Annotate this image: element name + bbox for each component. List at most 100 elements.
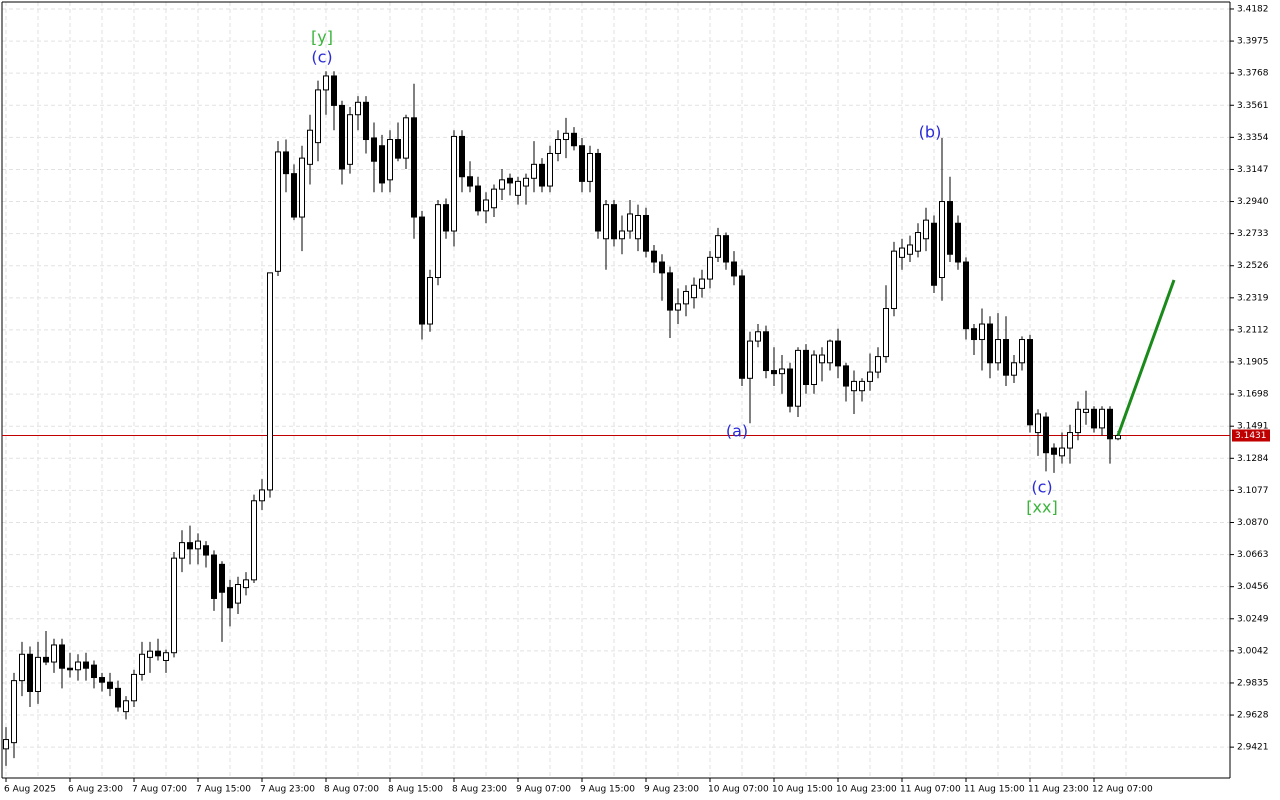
candle-body: [771, 370, 777, 375]
candle-body: [819, 354, 825, 364]
candle-body: [123, 700, 129, 713]
y-tick-label: 3.2733: [1237, 229, 1269, 239]
x-tick-label: 8 Aug 15:00: [388, 785, 443, 795]
candle-body: [987, 323, 993, 364]
candle-body: [1075, 408, 1081, 434]
candle-body: [515, 180, 521, 196]
candle-body: [19, 653, 25, 682]
candle-body: [1107, 408, 1113, 440]
candle-body: [659, 261, 665, 274]
candle-body: [963, 261, 969, 330]
y-tick-label: 3.1491: [1237, 422, 1269, 432]
candle-body: [75, 661, 81, 671]
candle-body: [611, 204, 617, 240]
candle-body: [35, 656, 41, 692]
y-tick-label: 3.0249: [1237, 614, 1269, 624]
y-tick-label: 3.0456: [1237, 582, 1269, 592]
x-tick-label: 7 Aug 23:00: [260, 785, 315, 795]
candle-body: [675, 303, 681, 311]
y-tick-label: 2.9628: [1237, 711, 1269, 721]
candle-body: [339, 104, 345, 170]
x-tick-label: 8 Aug 07:00: [324, 785, 379, 795]
candle-body: [315, 89, 321, 144]
candle-body: [43, 656, 49, 663]
candle-body: [1003, 339, 1009, 376]
candle-body: [379, 145, 385, 184]
candle-body: [827, 340, 833, 364]
candle-body: [867, 371, 873, 382]
candle-body: [899, 247, 905, 258]
y-tick-label: 3.2940: [1237, 197, 1269, 207]
candle-body: [451, 135, 457, 232]
candle-body: [131, 673, 137, 702]
candle-body: [187, 542, 193, 550]
x-tick-label: 10 Aug 15:00: [772, 785, 833, 795]
wave-label: [xx]: [1026, 498, 1057, 517]
candle-body: [163, 652, 169, 661]
candle-body: [779, 368, 785, 375]
candle-body: [51, 644, 57, 663]
candle-body: [483, 199, 489, 212]
candle-body: [651, 250, 657, 263]
candle-body: [507, 177, 513, 184]
candle-body: [27, 653, 33, 692]
y-tick-label: 3.1905: [1237, 358, 1269, 368]
candle-body: [251, 500, 257, 581]
y-tick-label: 3.1284: [1237, 454, 1269, 464]
x-tick-label: 11 Aug 15:00: [964, 785, 1025, 795]
candle-body: [267, 272, 273, 491]
candle-body: [179, 542, 185, 559]
candle-body: [595, 152, 601, 232]
x-tick-label: 10 Aug 07:00: [708, 785, 769, 795]
candle-body: [283, 151, 289, 175]
candle-body: [643, 214, 649, 252]
candle-body: [99, 677, 105, 683]
candle-body: [915, 232, 921, 252]
candle-body: [907, 244, 913, 255]
candle-body: [627, 213, 633, 232]
candle-body: [203, 545, 209, 556]
candle-body: [363, 101, 369, 141]
candle-body: [691, 284, 697, 299]
wave-label: (a): [726, 422, 748, 441]
candle-body: [91, 664, 97, 679]
x-tick-label: 9 Aug 07:00: [516, 785, 571, 795]
candle-body: [227, 587, 233, 609]
wave-label: (b): [919, 123, 942, 142]
candle-body: [707, 256, 713, 280]
candle-body: [347, 114, 353, 165]
candle-body: [763, 331, 769, 372]
x-tick-label: 6 Aug 2025: [4, 785, 56, 795]
candle-body: [1043, 416, 1049, 454]
y-tick-label: 3.3768: [1237, 69, 1269, 79]
candle-body: [411, 117, 417, 218]
candle-body: [219, 563, 225, 593]
y-tick-label: 3.2319: [1237, 293, 1269, 303]
y-tick-label: 3.0663: [1237, 550, 1269, 560]
candle-body: [835, 340, 841, 367]
candle-body: [1051, 447, 1057, 455]
candle-body: [971, 328, 977, 341]
last-price-box: [1232, 429, 1270, 442]
candle-body: [59, 644, 65, 669]
candle-body: [435, 204, 441, 279]
candle-body: [323, 75, 329, 91]
candle-body: [555, 139, 561, 154]
candle-body: [723, 235, 729, 263]
candle-body: [683, 290, 689, 305]
candle-body: [459, 135, 465, 178]
candle-body: [1083, 408, 1089, 413]
candle-body: [427, 277, 433, 325]
y-tick-label: 3.1698: [1237, 390, 1269, 400]
y-tick-label: 3.0042: [1237, 646, 1269, 656]
x-tick-label: 6 Aug 23:00: [68, 785, 123, 795]
candle-body: [755, 331, 761, 342]
x-tick-label: 11 Aug 07:00: [900, 785, 961, 795]
candle-body: [195, 540, 201, 550]
candle-body: [11, 680, 17, 744]
candle-body: [403, 117, 409, 159]
candle-body: [787, 368, 793, 407]
candle-body: [1099, 408, 1105, 429]
candle-body: [491, 188, 497, 209]
